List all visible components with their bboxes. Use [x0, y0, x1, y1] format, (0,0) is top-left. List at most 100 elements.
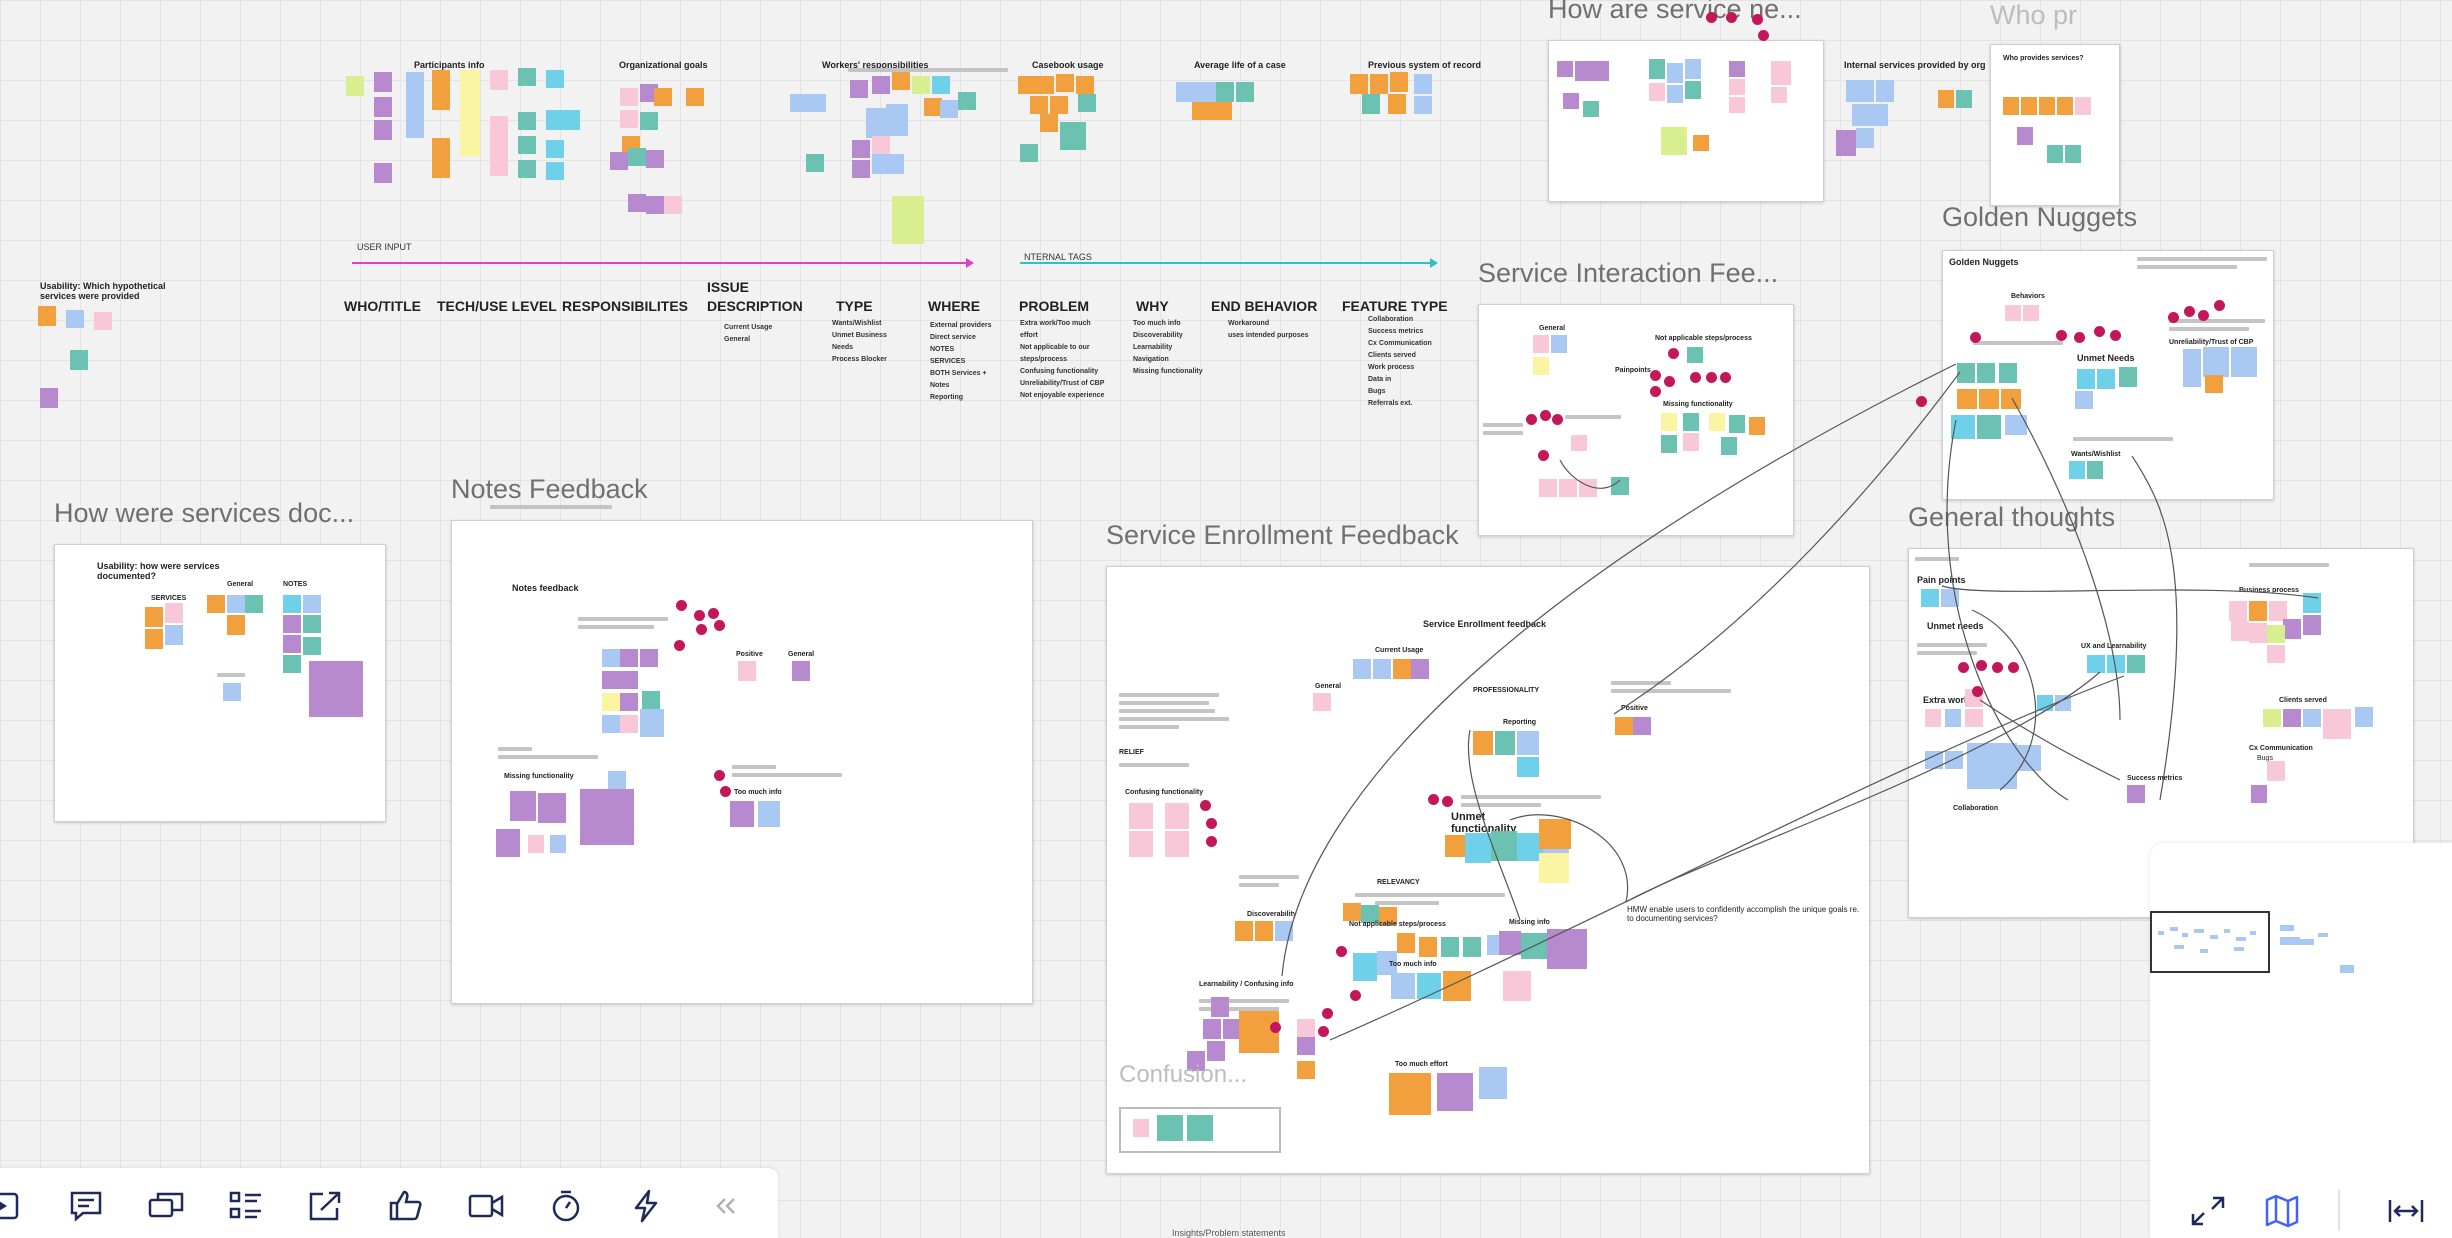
- sticky-note[interactable]: [518, 112, 536, 130]
- sticky-note[interactable]: [546, 162, 564, 180]
- comment-icon[interactable]: [64, 1186, 108, 1226]
- sticky-note[interactable]: [1856, 128, 1874, 148]
- sticky-note[interactable]: [852, 140, 870, 158]
- thumbs-up-icon[interactable]: [384, 1186, 428, 1226]
- frame-notes-feedback[interactable]: Notes feedback Positive General Missing …: [451, 505, 1033, 1004]
- fit-width-icon[interactable]: [2384, 1191, 2428, 1231]
- sticky-note[interactable]: [490, 116, 508, 176]
- sticky-note[interactable]: [610, 152, 628, 170]
- sticky-note[interactable]: [646, 150, 664, 168]
- sticky-note[interactable]: [892, 72, 910, 90]
- sticky-note[interactable]: [620, 110, 638, 128]
- sticky-note[interactable]: [1390, 72, 1408, 92]
- sticky-note[interactable]: [1050, 96, 1068, 114]
- sticky-note[interactable]: [1212, 102, 1232, 120]
- sticky-note[interactable]: [346, 76, 364, 96]
- sticky-note[interactable]: [940, 100, 958, 118]
- frame-title-how-services-needed[interactable]: How are service ne...: [1548, 0, 1802, 24]
- sticky-note[interactable]: [654, 88, 672, 106]
- sticky-note[interactable]: [1040, 114, 1058, 132]
- sticky-note[interactable]: [640, 112, 658, 130]
- sticky-note[interactable]: [1362, 94, 1380, 114]
- sticky-note[interactable]: [924, 98, 942, 116]
- cards-icon[interactable]: [144, 1186, 188, 1226]
- share-icon[interactable]: [304, 1186, 348, 1226]
- sticky-note[interactable]: [1030, 96, 1048, 114]
- sticky-note[interactable]: [892, 196, 924, 244]
- sticky-note[interactable]: [866, 108, 886, 138]
- collapse-icon[interactable]: [704, 1186, 748, 1226]
- sticky-note[interactable]: [1388, 94, 1406, 114]
- sticky-note[interactable]: [1414, 74, 1432, 94]
- frame-title-service-interaction[interactable]: Service Interaction Fee...: [1478, 258, 1779, 288]
- sticky-note[interactable]: [808, 94, 826, 112]
- map-icon[interactable]: [2260, 1191, 2304, 1231]
- sticky-note[interactable]: [1176, 82, 1198, 102]
- sticky-note[interactable]: [886, 104, 908, 136]
- sticky-note[interactable]: [852, 160, 870, 178]
- frame-confusion[interactable]: [1119, 1107, 1281, 1153]
- sticky-note[interactable]: [432, 70, 450, 110]
- sticky-note[interactable]: [1198, 82, 1216, 102]
- sticky-note[interactable]: [94, 312, 112, 330]
- sticky-note[interactable]: [620, 88, 638, 106]
- frame-icon[interactable]: [0, 1186, 30, 1226]
- sticky-note[interactable]: [374, 72, 392, 92]
- internal-tags-arrow[interactable]: [1020, 258, 1438, 268]
- sticky-note[interactable]: [1216, 82, 1234, 102]
- sticky-note[interactable]: [518, 136, 536, 154]
- minimap-viewport[interactable]: [2150, 911, 2270, 973]
- frame-service-enrollment[interactable]: Service Enrollment feedback Current Usag…: [1106, 566, 1870, 1174]
- sticky-note[interactable]: [628, 194, 646, 212]
- sticky-note[interactable]: [518, 160, 536, 178]
- frame-title-who-provides[interactable]: Who pr: [1990, 0, 2078, 30]
- frame-title-notes-feedback[interactable]: Notes Feedback: [451, 474, 648, 504]
- sticky-note[interactable]: [628, 148, 646, 166]
- sticky-note[interactable]: [872, 154, 904, 174]
- frame-title-how-documented[interactable]: How were services doc...: [54, 498, 355, 528]
- sticky-note[interactable]: [686, 88, 704, 106]
- list-icon[interactable]: [224, 1186, 268, 1226]
- sticky-note[interactable]: [790, 94, 808, 112]
- sticky-note[interactable]: [1370, 74, 1388, 94]
- frame-how-documented[interactable]: Usability: how were services documented?…: [54, 544, 386, 822]
- sticky-note[interactable]: [646, 196, 664, 214]
- sticky-note[interactable]: [1236, 82, 1254, 102]
- sticky-note[interactable]: [1056, 74, 1074, 92]
- sticky-note[interactable]: [1846, 80, 1874, 102]
- sticky-note[interactable]: [1060, 122, 1086, 150]
- timer-icon[interactable]: [544, 1186, 588, 1226]
- sticky-note[interactable]: [66, 310, 84, 328]
- frame-title-golden-nuggets[interactable]: Golden Nuggets: [1942, 202, 2138, 232]
- sticky-note[interactable]: [806, 154, 824, 172]
- sticky-note[interactable]: [406, 72, 424, 138]
- frame-golden-nuggets[interactable]: Golden Nuggets Behaviors Unmet Needs Unr…: [1942, 250, 2274, 500]
- sticky-note[interactable]: [1036, 76, 1054, 94]
- sticky-note[interactable]: [1350, 74, 1368, 94]
- sticky-note[interactable]: [546, 110, 580, 130]
- sticky-note[interactable]: [432, 138, 450, 178]
- user-input-arrow[interactable]: [352, 258, 974, 268]
- fullscreen-icon[interactable]: [2186, 1191, 2230, 1231]
- sticky-note[interactable]: [546, 140, 564, 158]
- sticky-note[interactable]: [374, 163, 392, 183]
- frame-who-provides-services[interactable]: Who provides services?: [1990, 44, 2120, 206]
- sticky-note[interactable]: [1876, 80, 1894, 102]
- sticky-note[interactable]: [958, 92, 976, 110]
- sticky-note[interactable]: [490, 70, 508, 90]
- video-icon[interactable]: [464, 1186, 508, 1226]
- sticky-note[interactable]: [40, 388, 58, 408]
- sticky-note[interactable]: [912, 76, 930, 94]
- frame-title-general-thoughts[interactable]: General thoughts: [1908, 502, 2116, 532]
- sticky-note[interactable]: [546, 70, 564, 88]
- sticky-note[interactable]: [1192, 102, 1212, 120]
- sticky-note[interactable]: [1852, 104, 1888, 126]
- sticky-note[interactable]: [1938, 90, 1954, 108]
- frame-title-confusion[interactable]: Confusion...: [1119, 1061, 1248, 1088]
- sticky-note[interactable]: [872, 136, 890, 154]
- sticky-note[interactable]: [640, 84, 658, 102]
- sticky-note[interactable]: [932, 76, 950, 94]
- lightning-icon[interactable]: [624, 1186, 668, 1226]
- frame-title-service-enrollment[interactable]: Service Enrollment Feedback: [1106, 520, 1459, 550]
